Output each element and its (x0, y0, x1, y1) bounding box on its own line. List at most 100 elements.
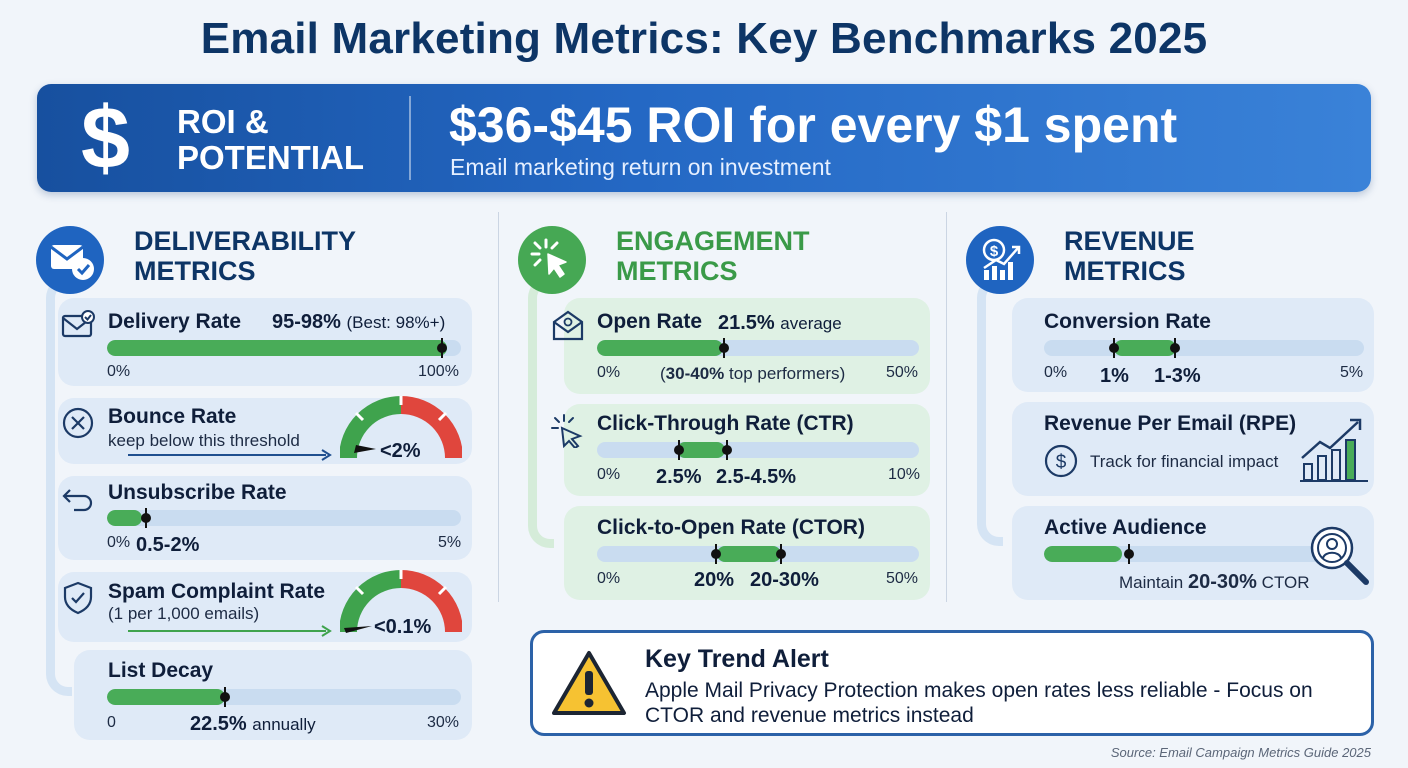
bounce-rate-arrow (128, 449, 332, 461)
dollar-circle-icon: $ (1043, 443, 1079, 479)
ctr-track (597, 442, 919, 458)
column-divider (946, 212, 947, 602)
revenue-title-line1: REVENUE (1064, 226, 1195, 256)
roi-label-line1: ROI & (177, 103, 269, 140)
x-circle-icon (60, 405, 96, 441)
open-rate-number: 21.5% (718, 312, 775, 334)
dollar-growth-icon: $ (966, 226, 1034, 294)
list-decay-fill (107, 689, 225, 705)
ctr-min: 0% (597, 466, 621, 483)
alert-text: Apple Mail Privacy Protection makes open… (645, 679, 1313, 727)
spam-complaint-note: (1 per 1,000 emails) (108, 604, 260, 623)
ctor-max: 50% (886, 570, 919, 587)
ctr-range-fill (677, 442, 725, 458)
spam-complaint-label: Spam Complaint Rate (108, 580, 326, 603)
ctr-high-marker (722, 440, 732, 460)
source-note: Source: Email Campaign Metrics Guide 202… (1110, 745, 1371, 760)
conversion-rate-max: 5% (1340, 364, 1364, 381)
conversion-range-fill (1114, 340, 1176, 356)
bounce-rate-note: keep below this threshold (108, 431, 300, 450)
ctr-low-marker (674, 440, 684, 460)
page-title: Email Marketing Metrics: Key Benchmarks … (200, 14, 1208, 63)
engagement-title-line2: METRICS (616, 256, 738, 286)
delivery-rate-label: Delivery Rate (108, 310, 242, 333)
revenue-title: REVENUE METRICS (1064, 226, 1195, 286)
active-audience-prefix: Maintain (1119, 573, 1184, 592)
shield-check-icon (60, 580, 96, 616)
open-rate-fill (597, 340, 723, 356)
active-audience-value: 20-30% (1188, 571, 1257, 593)
ctor-range: 20-30% (750, 569, 819, 591)
list-decay-label: List Decay (108, 659, 214, 682)
roi-headline: $36-$45 ROI for every $1 spent (449, 97, 1178, 153)
list-decay-value: 22.5% annually (190, 713, 316, 736)
conversion-rate-range: 1-3% (1154, 365, 1201, 387)
ctr-range: 2.5-4.5% (716, 466, 797, 488)
active-audience-label: Active Audience (1044, 516, 1207, 539)
cursor-click-icon (518, 226, 586, 294)
unsubscribe-rate-min: 0% (107, 534, 131, 551)
ctr-low: 2.5% (656, 466, 702, 488)
open-rate-top-note: (30-40% top performers) (660, 364, 846, 383)
delivery-rate-note: (Best: 98%+) (346, 313, 446, 332)
open-rate-marker (719, 338, 729, 358)
column-divider (498, 212, 499, 602)
bounce-rate-gauge (340, 396, 462, 459)
list-decay-number: 22.5% (190, 713, 247, 735)
list-decay-track (107, 689, 461, 705)
alert-title: Key Trend Alert (645, 645, 829, 673)
spam-complaint-gauge-label: <0.1% (374, 616, 432, 638)
ctor-label: Click-to-Open Rate (CTOR) (597, 516, 865, 539)
open-rate-track (597, 340, 919, 356)
ctr-max: 10% (888, 466, 921, 483)
ctor-high-marker (776, 544, 786, 564)
bounce-rate-label: Bounce Rate (108, 405, 237, 428)
warning-icon (552, 651, 626, 715)
rpe-label: Revenue Per Email (RPE) (1044, 412, 1297, 435)
delivery-rate-value: 95-98% (Best: 98%+) (272, 311, 445, 334)
open-rate-value: 21.5% average (718, 312, 842, 335)
delivery-rate-min: 0% (107, 363, 131, 380)
unsubscribe-rate-max: 5% (438, 534, 462, 551)
unsubscribe-rate-label: Unsubscribe Rate (108, 481, 287, 504)
unsubscribe-rate-value: 0.5-2% (136, 534, 200, 556)
list-decay-suffix: annually (252, 715, 316, 734)
svg-text:$: $ (990, 243, 999, 260)
conversion-low-marker (1109, 338, 1119, 358)
rpe-note: Track for financial impact (1090, 452, 1279, 471)
magnifier-user-icon (1310, 526, 1369, 585)
spam-complaint-gauge (340, 570, 462, 633)
active-audience-marker (1124, 544, 1134, 564)
open-rate-suffix: average (780, 314, 842, 333)
roi-section-label: ROI & POTENTIAL (177, 104, 364, 176)
roi-banner: $ ROI & POTENTIAL $36-$45 ROI for every … (37, 84, 1371, 192)
deliverability-title-line1: DELIVERABILITY (134, 226, 357, 256)
delivery-rate-marker (437, 338, 447, 358)
roi-subline: Email marketing return on investment (450, 154, 831, 180)
active-audience-fill (1044, 546, 1123, 562)
conversion-high-marker (1170, 338, 1180, 358)
bounce-rate-gauge-label: <2% (380, 440, 421, 462)
envelope-check-icon (36, 226, 104, 294)
open-rate-min: 0% (597, 364, 621, 381)
deliverability-title: DELIVERABILITY METRICS (134, 226, 356, 286)
growth-chart-icon (1300, 418, 1368, 482)
ctor-low-marker (711, 544, 721, 564)
conversion-rate-low: 1% (1100, 365, 1129, 387)
conversion-rate-min: 0% (1044, 364, 1068, 381)
list-decay-max: 30% (427, 714, 460, 731)
delivery-rate-fill (107, 340, 447, 356)
conversion-rate-label: Conversion Rate (1044, 310, 1211, 333)
roi-label-line2: POTENTIAL (177, 139, 364, 176)
delivery-rate-range: 95-98% (272, 311, 341, 333)
active-audience-suffix: CTOR (1261, 573, 1310, 592)
email-at-icon (550, 308, 586, 344)
list-decay-min: 0 (107, 714, 116, 731)
delivery-rate-track (107, 340, 461, 356)
unsubscribe-rate-fill (107, 510, 143, 526)
list-decay-marker (220, 687, 230, 707)
revenue-title-line2: METRICS (1064, 256, 1186, 286)
active-audience-track (1044, 546, 1334, 562)
revenue-connector (977, 276, 1003, 546)
delivery-rate-max: 100% (418, 363, 459, 380)
